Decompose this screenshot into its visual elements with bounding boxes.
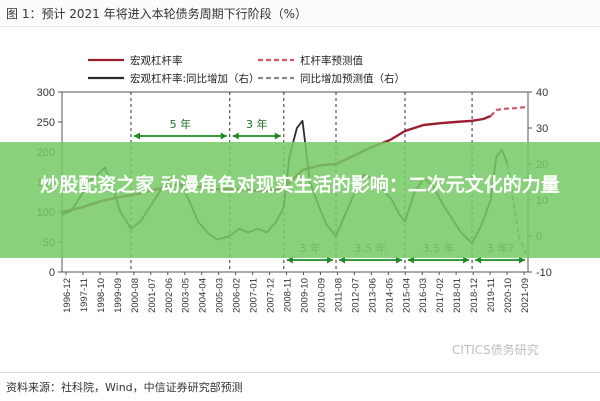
cycle-arrow-head-right bbox=[463, 256, 470, 264]
source-note: 资料来源：社科院，Wind，中信证券研究部预测 bbox=[6, 381, 243, 394]
cycle-arrow-head-right bbox=[274, 132, 281, 140]
x-tick-label: 2000-08 bbox=[130, 278, 141, 313]
x-tick-label: 1998-10 bbox=[96, 278, 107, 313]
x-tick-label: 2013-06 bbox=[367, 278, 378, 313]
x-tick-label: 1996-12 bbox=[62, 278, 73, 313]
cycle-arrow-head-left bbox=[286, 256, 293, 264]
x-tick-label: 2010-09 bbox=[316, 278, 327, 313]
x-tick-label: 2018-12 bbox=[469, 278, 480, 313]
x-tick-label: 1997-11 bbox=[79, 278, 90, 312]
right-tick-label: -10 bbox=[536, 267, 552, 279]
cycle-duration-label: 5 年 bbox=[170, 117, 192, 131]
legend-label: 宏观杠杆率:同比增加（右） bbox=[130, 72, 260, 85]
figure-title: 图 1：预计 2021 年将进入本轮债务周期下行阶段（%） bbox=[6, 7, 308, 21]
x-tick-label: 2015-04 bbox=[401, 278, 412, 313]
x-tick-label: 2020-10 bbox=[503, 278, 514, 313]
x-tick-label: 2003-05 bbox=[181, 278, 192, 313]
x-tick-label: 2012-07 bbox=[350, 278, 361, 313]
x-tick-label: 2007-12 bbox=[266, 278, 277, 313]
x-tick-label: 2004-04 bbox=[198, 278, 209, 313]
overlay-banner: 炒股配资之家 动漫角色对现实生活的影响：二次元文化的力量 bbox=[0, 142, 600, 258]
x-tick-label: 2005-03 bbox=[215, 278, 226, 313]
cycle-arrow-head-left bbox=[475, 256, 482, 264]
figure-header: 图 1：预计 2021 年将进入本轮债务周期下行阶段（%） bbox=[0, 0, 600, 27]
figure-footer: 资料来源：社科院，Wind，中信证券研究部预测 bbox=[0, 372, 600, 401]
right-tick-label: 30 bbox=[536, 123, 548, 135]
x-tick-label: 2014-05 bbox=[384, 278, 395, 313]
cycle-duration-label: 3 年 bbox=[246, 117, 268, 131]
cycle-arrow-head-left bbox=[407, 256, 414, 264]
legend-label: 宏观杠杆率 bbox=[130, 54, 183, 67]
x-tick-label: 2007-01 bbox=[249, 278, 260, 313]
x-tick-label: 2016-03 bbox=[418, 278, 429, 313]
overlay-banner-text: 炒股配资之家 动漫角色对现实生活的影响：二次元文化的力量 bbox=[40, 174, 560, 196]
cycle-arrow-head-right bbox=[395, 256, 402, 264]
x-tick-label: 2001-07 bbox=[147, 278, 158, 313]
legend-label: 杠杆率预测值 bbox=[300, 54, 363, 67]
x-tick-label: 2011-08 bbox=[333, 278, 344, 312]
left-tick-label: 300 bbox=[37, 87, 55, 99]
watermark: CITICS债务研究 bbox=[452, 343, 539, 357]
right-tick-label: 40 bbox=[536, 87, 548, 99]
cycle-arrow-head-right bbox=[519, 256, 525, 264]
cycle-arrow-head-right bbox=[220, 132, 227, 140]
cycle-arrow-head-right bbox=[327, 256, 334, 264]
left-tick-label: 0 bbox=[49, 267, 55, 279]
cycle-arrow-head-left bbox=[133, 132, 140, 140]
x-tick-label: 2019-11 bbox=[486, 278, 497, 312]
leverage-forecast-line bbox=[489, 105, 527, 117]
x-tick-label: 2002-06 bbox=[164, 278, 175, 313]
x-tick-label: 1999-09 bbox=[113, 278, 124, 313]
x-tick-label: 2017-02 bbox=[435, 278, 446, 313]
x-tick-label: 2006-02 bbox=[232, 278, 243, 313]
x-tick-label: 2009-10 bbox=[299, 278, 310, 313]
x-tick-label: 2021-09 bbox=[520, 278, 531, 313]
left-tick-label: 250 bbox=[37, 117, 55, 129]
x-tick-label: 2018-01 bbox=[452, 278, 463, 313]
cycle-arrow-head-left bbox=[339, 256, 346, 264]
cycle-arrow-head-left bbox=[232, 132, 239, 140]
legend-label: 同比增加预测值（右） bbox=[300, 72, 405, 85]
x-tick-label: 2008-11 bbox=[283, 278, 294, 312]
